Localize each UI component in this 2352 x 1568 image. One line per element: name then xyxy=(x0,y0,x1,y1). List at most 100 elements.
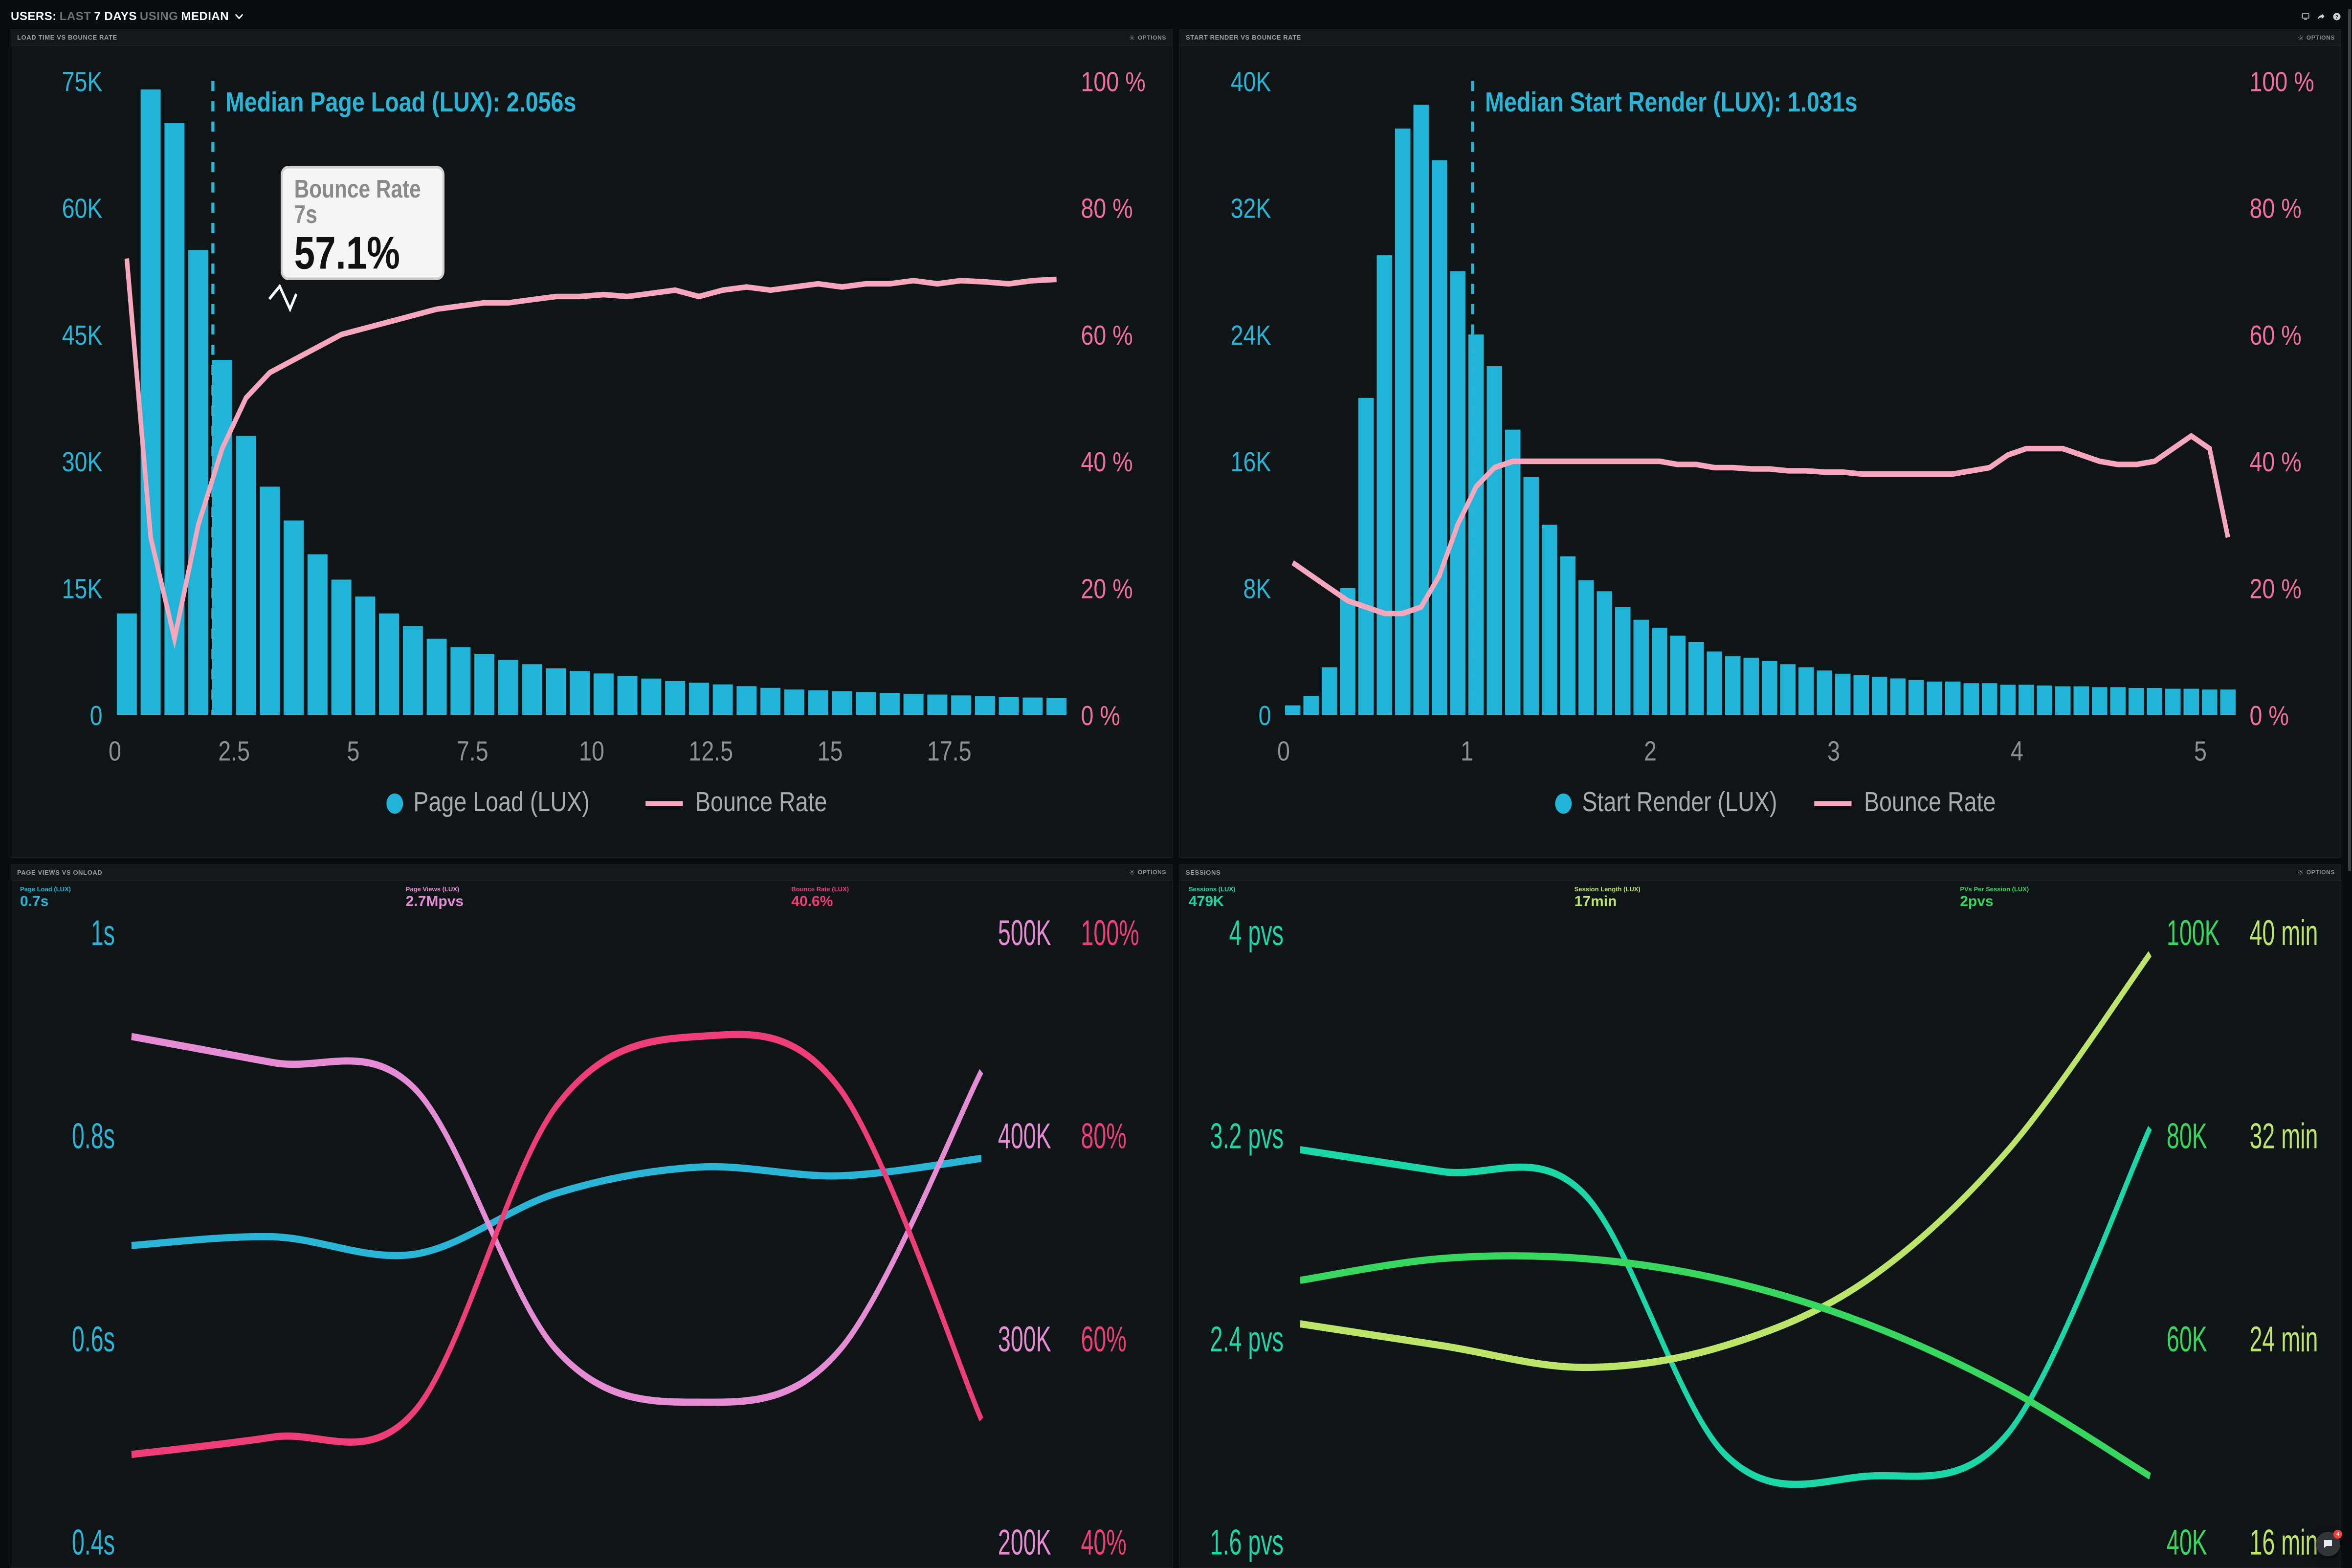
metric-label: Page Views (LUX) xyxy=(406,885,778,893)
share-icon[interactable] xyxy=(2317,12,2326,21)
svg-text:60K: 60K xyxy=(2167,1319,2207,1359)
svg-text:15: 15 xyxy=(818,736,843,767)
svg-text:1s: 1s xyxy=(91,913,115,953)
display-icon[interactable] xyxy=(2301,12,2310,21)
svg-text:Bounce Rate: Bounce Rate xyxy=(695,787,827,818)
svg-text:0: 0 xyxy=(109,736,121,767)
chart-sessions[interactable]: 4 pvs3.2 pvs2.4 pvs1.6 pvs100K80K60K40K4… xyxy=(1180,912,2341,1568)
svg-text:80K: 80K xyxy=(2167,1116,2207,1156)
svg-text:100K: 100K xyxy=(2167,913,2220,953)
svg-text:20 %: 20 % xyxy=(1081,574,1132,605)
scrollbar[interactable] xyxy=(2348,9,2351,871)
page-header: Users: Last 7 Days Using Median ? xyxy=(11,8,2341,29)
chat-button[interactable]: 4 xyxy=(2316,1532,2340,1556)
svg-text:40 min: 40 min xyxy=(2249,913,2318,953)
panel-title: Start Render vs Bounce Rate xyxy=(1186,34,1301,41)
svg-text:Median Start Render (LUX): 1.0: Median Start Render (LUX): 1.031s xyxy=(1485,87,1858,118)
metric-bounce-rate: Bounce Rate (LUX) 40.6% xyxy=(791,885,1163,910)
metric-label: Session Length (LUX) xyxy=(1575,885,1947,893)
svg-text:3.2 pvs: 3.2 pvs xyxy=(1210,1116,1284,1156)
svg-text:Median Page Load (LUX): 2.056s: Median Page Load (LUX): 2.056s xyxy=(225,87,577,118)
chart-load-time[interactable]: 75K60K45K30K15K0100 %80 %60 %40 %20 %0 %… xyxy=(11,45,1172,857)
options-button[interactable]: Options xyxy=(2298,34,2335,41)
options-label: Options xyxy=(1138,34,1166,41)
help-icon[interactable]: ? xyxy=(2332,12,2341,21)
metrics-row: Page Load (LUX) 0.7s Page Views (LUX) 2.… xyxy=(11,881,1172,912)
svg-text:1: 1 xyxy=(1461,736,1473,767)
svg-text:32K: 32K xyxy=(1231,193,1271,224)
svg-text:16K: 16K xyxy=(1231,447,1271,478)
svg-text:40%: 40% xyxy=(1081,1522,1126,1562)
svg-text:17.5: 17.5 xyxy=(927,736,972,767)
svg-text:?: ? xyxy=(2335,14,2338,20)
metric-label: Sessions (LUX) xyxy=(1189,885,1561,893)
svg-text:2.5: 2.5 xyxy=(218,736,250,767)
chart-page-views[interactable]: 1s0.8s0.6s0.4s500K400K300K200K100%80%60%… xyxy=(11,912,1172,1568)
svg-text:16 min: 16 min xyxy=(2249,1522,2318,1562)
metric-page-load: Page Load (LUX) 0.7s xyxy=(20,885,392,910)
svg-text:0: 0 xyxy=(1277,736,1290,767)
metric-session-length: Session Length (LUX) 17min xyxy=(1575,885,1947,910)
metric-value: 17min xyxy=(1575,893,1947,910)
svg-text:10: 10 xyxy=(579,736,604,767)
panel-start-render-vs-bounce: Start Render vs Bounce Rate Options 40K 3… xyxy=(1179,29,2341,858)
svg-text:60%: 60% xyxy=(1081,1319,1126,1359)
svg-text:57.1%: 57.1% xyxy=(294,228,400,279)
svg-text:60K: 60K xyxy=(62,193,103,224)
metric-value: 0.7s xyxy=(20,893,392,910)
svg-text:8K: 8K xyxy=(1243,574,1271,605)
metric-label: Bounce Rate (LUX) xyxy=(791,885,1163,893)
chat-icon xyxy=(2322,1538,2334,1550)
svg-text:30K: 30K xyxy=(62,447,103,478)
svg-text:Page Load (LUX): Page Load (LUX) xyxy=(413,787,589,818)
svg-text:0 %: 0 % xyxy=(2249,700,2288,731)
svg-text:0.4s: 0.4s xyxy=(72,1522,115,1562)
panel-sessions: Sessions Options Sessions (LUX) 479K Ses… xyxy=(1179,864,2341,1568)
metric-sessions: Sessions (LUX) 479K xyxy=(1189,885,1561,910)
svg-text:40 %: 40 % xyxy=(2249,447,2301,478)
dashboard-screen: Users: Last 7 Days Using Median ? Loa xyxy=(0,0,2352,1568)
svg-text:0.8s: 0.8s xyxy=(72,1116,115,1156)
panel-title: Page Views vs Onload xyxy=(17,869,102,876)
options-button[interactable]: Options xyxy=(2298,869,2335,876)
svg-text:7s: 7s xyxy=(294,200,317,229)
svg-text:4: 4 xyxy=(2011,736,2023,767)
gear-icon xyxy=(1129,869,1135,875)
svg-text:2: 2 xyxy=(1644,736,1657,767)
metric-page-views: Page Views (LUX) 2.7Mpvs xyxy=(406,885,778,910)
svg-text:0.6s: 0.6s xyxy=(72,1319,115,1359)
options-button[interactable]: Options xyxy=(1129,34,1166,41)
svg-text:Bounce Rate: Bounce Rate xyxy=(294,175,421,203)
svg-text:4 pvs: 4 pvs xyxy=(1229,913,1284,953)
title-dim1: Last xyxy=(60,10,91,23)
svg-text:500K: 500K xyxy=(998,913,1051,953)
svg-text:15K: 15K xyxy=(62,574,103,605)
svg-text:60 %: 60 % xyxy=(2249,320,2301,352)
title-aggregate: Median xyxy=(181,10,229,23)
svg-text:400K: 400K xyxy=(998,1116,1051,1156)
options-label: Options xyxy=(2307,34,2335,41)
svg-text:24 min: 24 min xyxy=(2249,1319,2318,1359)
chart-start-render[interactable]: 40K32K24K16K8K0100 %80 %60 %40 %20 %0 %0… xyxy=(1180,45,2341,857)
svg-text:45K: 45K xyxy=(62,320,103,352)
page-title[interactable]: Users: Last 7 Days Using Median xyxy=(11,10,244,23)
svg-text:100 %: 100 % xyxy=(2249,66,2314,98)
metric-value: 2.7Mpvs xyxy=(406,893,778,910)
title-dim2: Using xyxy=(140,10,178,23)
metric-value: 40.6% xyxy=(791,893,1163,910)
metric-value: 479K xyxy=(1189,893,1561,910)
svg-text:5: 5 xyxy=(347,736,360,767)
gear-icon xyxy=(2298,35,2304,41)
chevron-down-icon[interactable] xyxy=(234,11,244,22)
panel-page-views-vs-onload: Page Views vs Onload Options Page Load (… xyxy=(11,864,1173,1568)
metric-label: Page Load (LUX) xyxy=(20,885,392,893)
svg-text:12.5: 12.5 xyxy=(688,736,733,767)
options-button[interactable]: Options xyxy=(1129,869,1166,876)
svg-text:1.6 pvs: 1.6 pvs xyxy=(1210,1522,1284,1562)
svg-text:40K: 40K xyxy=(1231,66,1271,98)
svg-text:40 %: 40 % xyxy=(1081,447,1132,478)
title-prefix: Users: xyxy=(11,10,57,23)
options-label: Options xyxy=(1138,869,1166,876)
svg-text:80%: 80% xyxy=(1081,1116,1126,1156)
metrics-row: Sessions (LUX) 479K Session Length (LUX)… xyxy=(1180,881,2341,912)
